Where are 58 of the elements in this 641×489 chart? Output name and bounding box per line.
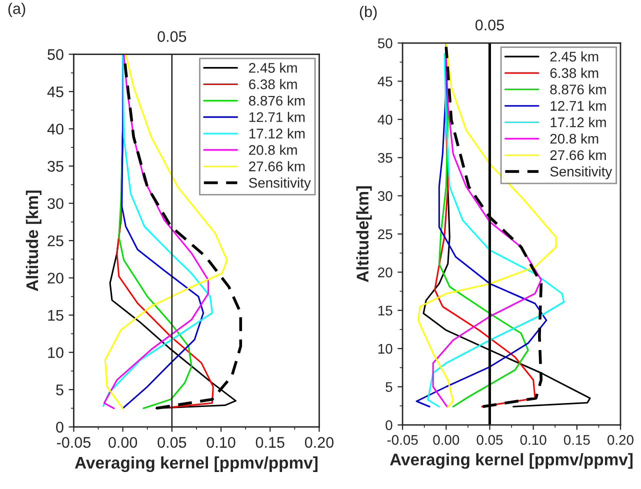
y-tick-label: 25 bbox=[378, 229, 392, 240]
legend-label: 12.71 km bbox=[249, 112, 305, 122]
legend-label: 6.38 km bbox=[249, 79, 297, 90]
legend-label: 2.45 km bbox=[550, 51, 598, 62]
y-tick-label: 40 bbox=[47, 124, 64, 134]
legend-label: 2.45 km bbox=[249, 62, 297, 73]
y-tick-label: 20 bbox=[48, 272, 64, 284]
x-axis-title: Averaging kernel [ppmv/ppmv] bbox=[390, 453, 633, 469]
x-tick-label: -0.05 bbox=[387, 435, 418, 445]
x-tick-label: 0.00 bbox=[433, 435, 460, 445]
legend-label: 12.71 km bbox=[550, 100, 606, 111]
x-tick-label: 0.20 bbox=[608, 435, 634, 445]
y-tick-label: 30 bbox=[48, 198, 64, 210]
y-tick-label: 35 bbox=[48, 160, 64, 172]
legend-label: 17.12 km bbox=[249, 128, 305, 138]
ref-line-label: 0.05 bbox=[475, 20, 504, 30]
x-tick-label: 0.15 bbox=[256, 437, 284, 448]
y-tick-label: 40 bbox=[378, 114, 392, 125]
legend-label: 27.66 km bbox=[550, 150, 606, 160]
x-tick-label: -0.05 bbox=[56, 437, 90, 448]
y-axis-title: Altitude [km] bbox=[26, 190, 42, 292]
legend-label: Sensitivity bbox=[550, 166, 612, 180]
legend-label: Sensitivity bbox=[248, 178, 311, 190]
y-tick-label: 0 bbox=[56, 422, 64, 433]
legend-label: 8.876 km bbox=[550, 84, 606, 94]
x-tick-label: 0.20 bbox=[304, 437, 334, 448]
x-tick-label: 0.05 bbox=[476, 435, 503, 445]
y-tick-label: 10 bbox=[378, 344, 392, 354]
y-tick-label: 30 bbox=[378, 191, 392, 201]
legend-label: 17.12 km bbox=[550, 117, 606, 128]
y-tick-label: 25 bbox=[48, 235, 64, 246]
y-tick-label: 50 bbox=[48, 49, 64, 60]
ref-line-label: 0.05 bbox=[158, 31, 186, 42]
legend-label: 20.8 km bbox=[550, 133, 598, 144]
legend-label: 6.38 km bbox=[550, 68, 598, 78]
y-tick-label: 50 bbox=[378, 38, 392, 48]
y-tick-label: 20 bbox=[378, 268, 392, 278]
y-tick-label: 5 bbox=[386, 382, 392, 392]
y-tick-label: 5 bbox=[56, 384, 64, 396]
chart-title: (a) bbox=[8, 2, 26, 18]
x-tick-label: 0.05 bbox=[158, 437, 186, 448]
y-tick-label: 15 bbox=[378, 306, 392, 316]
chart-title: (b) bbox=[360, 6, 377, 20]
y-axis-title: Altitude[km] bbox=[356, 186, 372, 282]
legend-label: 8.876 km bbox=[248, 95, 305, 106]
legend-label: 27.66 km bbox=[249, 161, 305, 172]
x-tick-label: 0.15 bbox=[564, 435, 590, 445]
x-tick-label: 0.00 bbox=[108, 437, 138, 448]
legend-label: 20.8 km bbox=[249, 144, 297, 155]
x-tick-label: 0.10 bbox=[206, 437, 236, 448]
y-tick-label: 35 bbox=[378, 152, 392, 163]
y-tick-label: 15 bbox=[48, 310, 64, 321]
x-axis-title: Averaging kernel [ppmv/ppmv] bbox=[74, 456, 318, 472]
y-tick-label: 45 bbox=[378, 76, 392, 86]
y-tick-label: 0 bbox=[386, 420, 392, 430]
x-tick-label: 0.10 bbox=[520, 435, 546, 445]
y-tick-label: 45 bbox=[47, 86, 64, 98]
y-tick-label: 10 bbox=[48, 347, 64, 358]
